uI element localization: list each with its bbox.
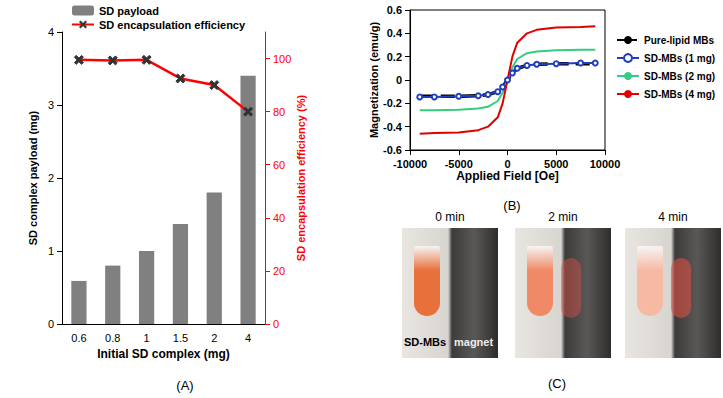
svg-text:20: 20 — [273, 265, 285, 277]
svg-text:SD-MBs (4 mg): SD-MBs (4 mg) — [644, 89, 715, 100]
svg-text:60: 60 — [273, 159, 285, 171]
svg-text:4: 4 — [48, 26, 54, 38]
svg-text:SD encapsulation efficiency (%: SD encapsulation efficiency (%) — [295, 95, 307, 262]
svg-text:-5000: -5000 — [445, 158, 473, 170]
html-text:0 min: 0 min — [435, 210, 465, 224]
svg-text:40: 40 — [273, 212, 285, 224]
svg-text:0.8: 0.8 — [105, 332, 120, 344]
svg-text:-0.2: -0.2 — [383, 97, 402, 109]
svg-text:80: 80 — [273, 106, 285, 118]
svg-text:0.4: 0.4 — [387, 27, 403, 39]
svg-text:Initial SD complex (mg): Initial SD complex (mg) — [97, 347, 230, 361]
svg-text:3: 3 — [48, 99, 54, 111]
svg-text:0: 0 — [396, 74, 402, 86]
svg-text:2: 2 — [211, 332, 217, 344]
html-text:SD-MBs: SD-MBs — [404, 336, 447, 348]
svg-text:-10000: -10000 — [393, 158, 427, 170]
svg-text:1: 1 — [144, 332, 150, 344]
svg-text:0.6: 0.6 — [387, 4, 402, 16]
svg-text:SD complex payload (mg): SD complex payload (mg) — [27, 110, 39, 245]
svg-text:0: 0 — [504, 158, 510, 170]
svg-text:4: 4 — [245, 332, 251, 344]
svg-text:1: 1 — [48, 245, 54, 257]
svg-text:100: 100 — [273, 53, 291, 65]
svg-text:-0.6: -0.6 — [383, 144, 402, 156]
svg-text:(A): (A) — [176, 378, 193, 393]
svg-text:5000: 5000 — [544, 158, 568, 170]
svg-text:SD-MBs (2 mg): SD-MBs (2 mg) — [644, 71, 715, 82]
html-text:(C): (C) — [548, 376, 566, 391]
svg-text:(B): (B) — [503, 198, 520, 213]
html-text:magnet: magnet — [454, 336, 494, 348]
svg-text:0: 0 — [48, 318, 54, 330]
html-text:2 min: 2 min — [548, 210, 578, 224]
svg-text:Pure-lipid MBs: Pure-lipid MBs — [644, 35, 714, 46]
svg-text:-0.4: -0.4 — [383, 121, 403, 133]
svg-text:0.6: 0.6 — [71, 332, 86, 344]
svg-text:SD-MBs (1 mg): SD-MBs (1 mg) — [644, 53, 715, 64]
svg-text:0: 0 — [273, 318, 279, 330]
svg-text:2: 2 — [48, 172, 54, 184]
svg-text:10000: 10000 — [590, 158, 621, 170]
svg-text:SD encapsulation efficiency: SD encapsulation efficiency — [99, 19, 246, 31]
svg-text:Applied Field [Oe]: Applied Field [Oe] — [456, 169, 559, 183]
html-text:4 min: 4 min — [658, 210, 688, 224]
svg-text:1.5: 1.5 — [173, 332, 188, 344]
svg-text:SD payload: SD payload — [99, 5, 159, 17]
svg-text:0.2: 0.2 — [387, 51, 402, 63]
svg-text:Magnetization (emu/g): Magnetization (emu/g) — [368, 22, 380, 138]
